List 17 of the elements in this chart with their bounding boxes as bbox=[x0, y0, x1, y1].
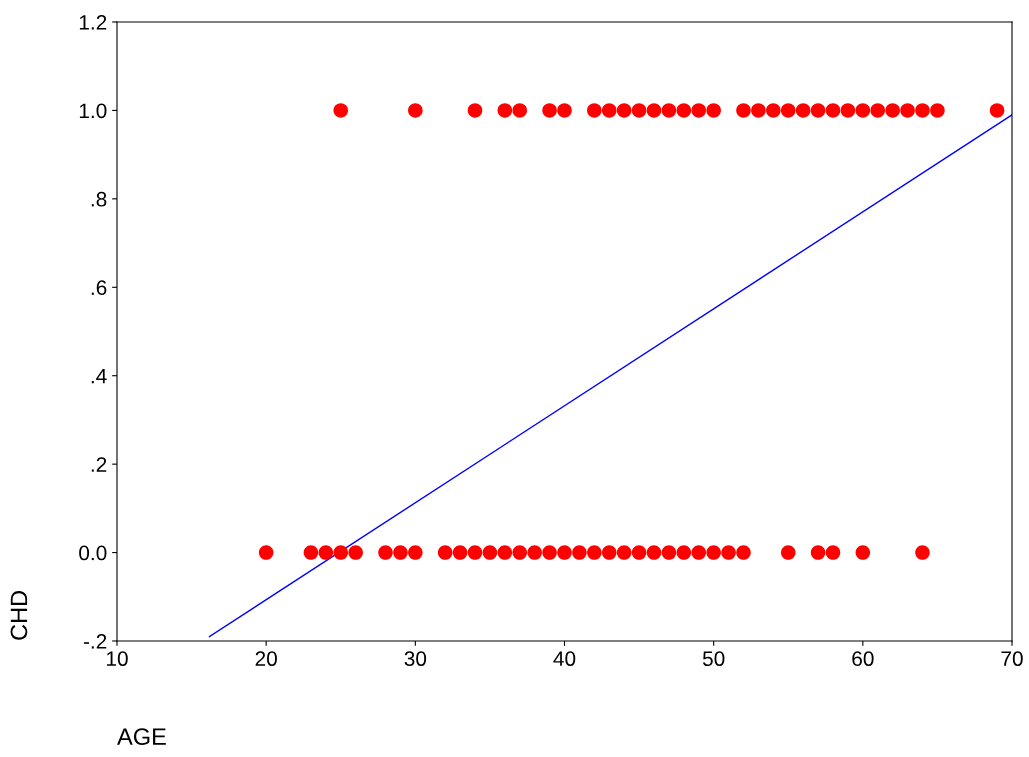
y-tick-label: .8 bbox=[91, 191, 107, 207]
x-tick-label: 30 bbox=[404, 651, 427, 667]
y-tick-label: .2 bbox=[91, 457, 107, 472]
x-tick-label: 70 bbox=[1001, 651, 1023, 667]
y-tick-label: .6 bbox=[91, 280, 107, 296]
x-tick-label: 60 bbox=[852, 651, 874, 667]
x-axis-title: AGE bbox=[117, 728, 166, 745]
x-tick-label: 50 bbox=[702, 651, 725, 667]
x-tick-label: 20 bbox=[255, 651, 277, 667]
y-tick-label: -.2 bbox=[83, 634, 107, 649]
y-tick-label: 1.2 bbox=[79, 15, 107, 30]
y-tick-label: .4 bbox=[91, 368, 107, 384]
x-tick-label: 40 bbox=[553, 651, 576, 667]
y-tick-label: 1.0 bbox=[79, 103, 107, 119]
x-tick-label: 10 bbox=[107, 651, 128, 667]
y-tick-label: 0.0 bbox=[79, 545, 107, 561]
y-axis-title: CHD bbox=[10, 590, 28, 640]
